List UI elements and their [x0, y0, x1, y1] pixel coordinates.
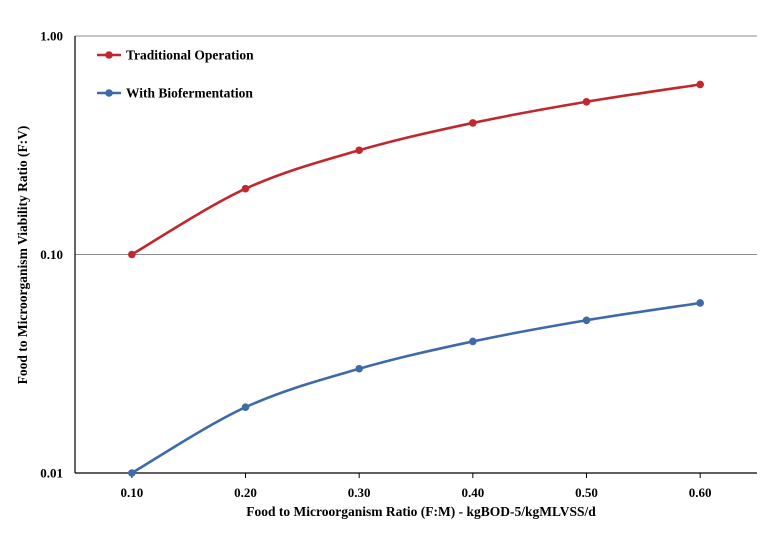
series-line-1	[131, 301, 701, 475]
x-tick-label-3: 0.40	[461, 485, 484, 500]
y-tick-label-0: 0.01	[40, 466, 63, 481]
data-point-0-0	[128, 250, 136, 259]
y-tick-label-1: 0.10	[40, 247, 63, 262]
y-tick-labels: 0.01 0.10 1.00	[40, 29, 63, 481]
data-point-0-4	[582, 97, 591, 106]
x-tick-labels: 0.10 0.20 0.30 0.40 0.50 0.60	[120, 485, 711, 500]
legend: Traditional Operation With Biofermentatio…	[97, 48, 254, 101]
data-point-0-2	[355, 146, 363, 155]
data-point-1-3	[469, 337, 477, 346]
legend-marker-1	[105, 89, 113, 97]
data-point-1-4	[582, 316, 591, 325]
x-tick-label-2: 0.30	[348, 485, 371, 500]
x-axis-title: Food to Microorganism Ratio (F:M) - kgBO…	[246, 504, 596, 519]
plot-area	[128, 80, 704, 477]
data-point-1-0	[128, 469, 136, 477]
y-tick-label-2: 1.00	[40, 29, 63, 44]
data-point-1-5	[696, 299, 704, 307]
y-axis-title: Food to Microorganism Viability Ratio (F…	[15, 126, 30, 385]
data-point-0-1	[241, 184, 250, 193]
data-point-0-3	[469, 119, 477, 127]
axes	[74, 36, 757, 478]
legend-label-1: With Biofermentation	[126, 86, 253, 101]
grid-lines	[75, 35, 757, 255]
data-point-0-5	[696, 80, 704, 89]
x-tick-label-4: 0.50	[575, 485, 598, 500]
series-line-0	[131, 83, 701, 256]
data-point-1-1	[241, 403, 250, 412]
x-tick-label-0: 0.10	[120, 485, 143, 500]
legend-label-0: Traditional Operation	[126, 48, 254, 63]
x-tick-label-5: 0.60	[689, 485, 712, 500]
legend-marker-0	[105, 51, 113, 59]
data-point-1-2	[355, 364, 363, 373]
x-tick-label-1: 0.20	[234, 485, 257, 500]
